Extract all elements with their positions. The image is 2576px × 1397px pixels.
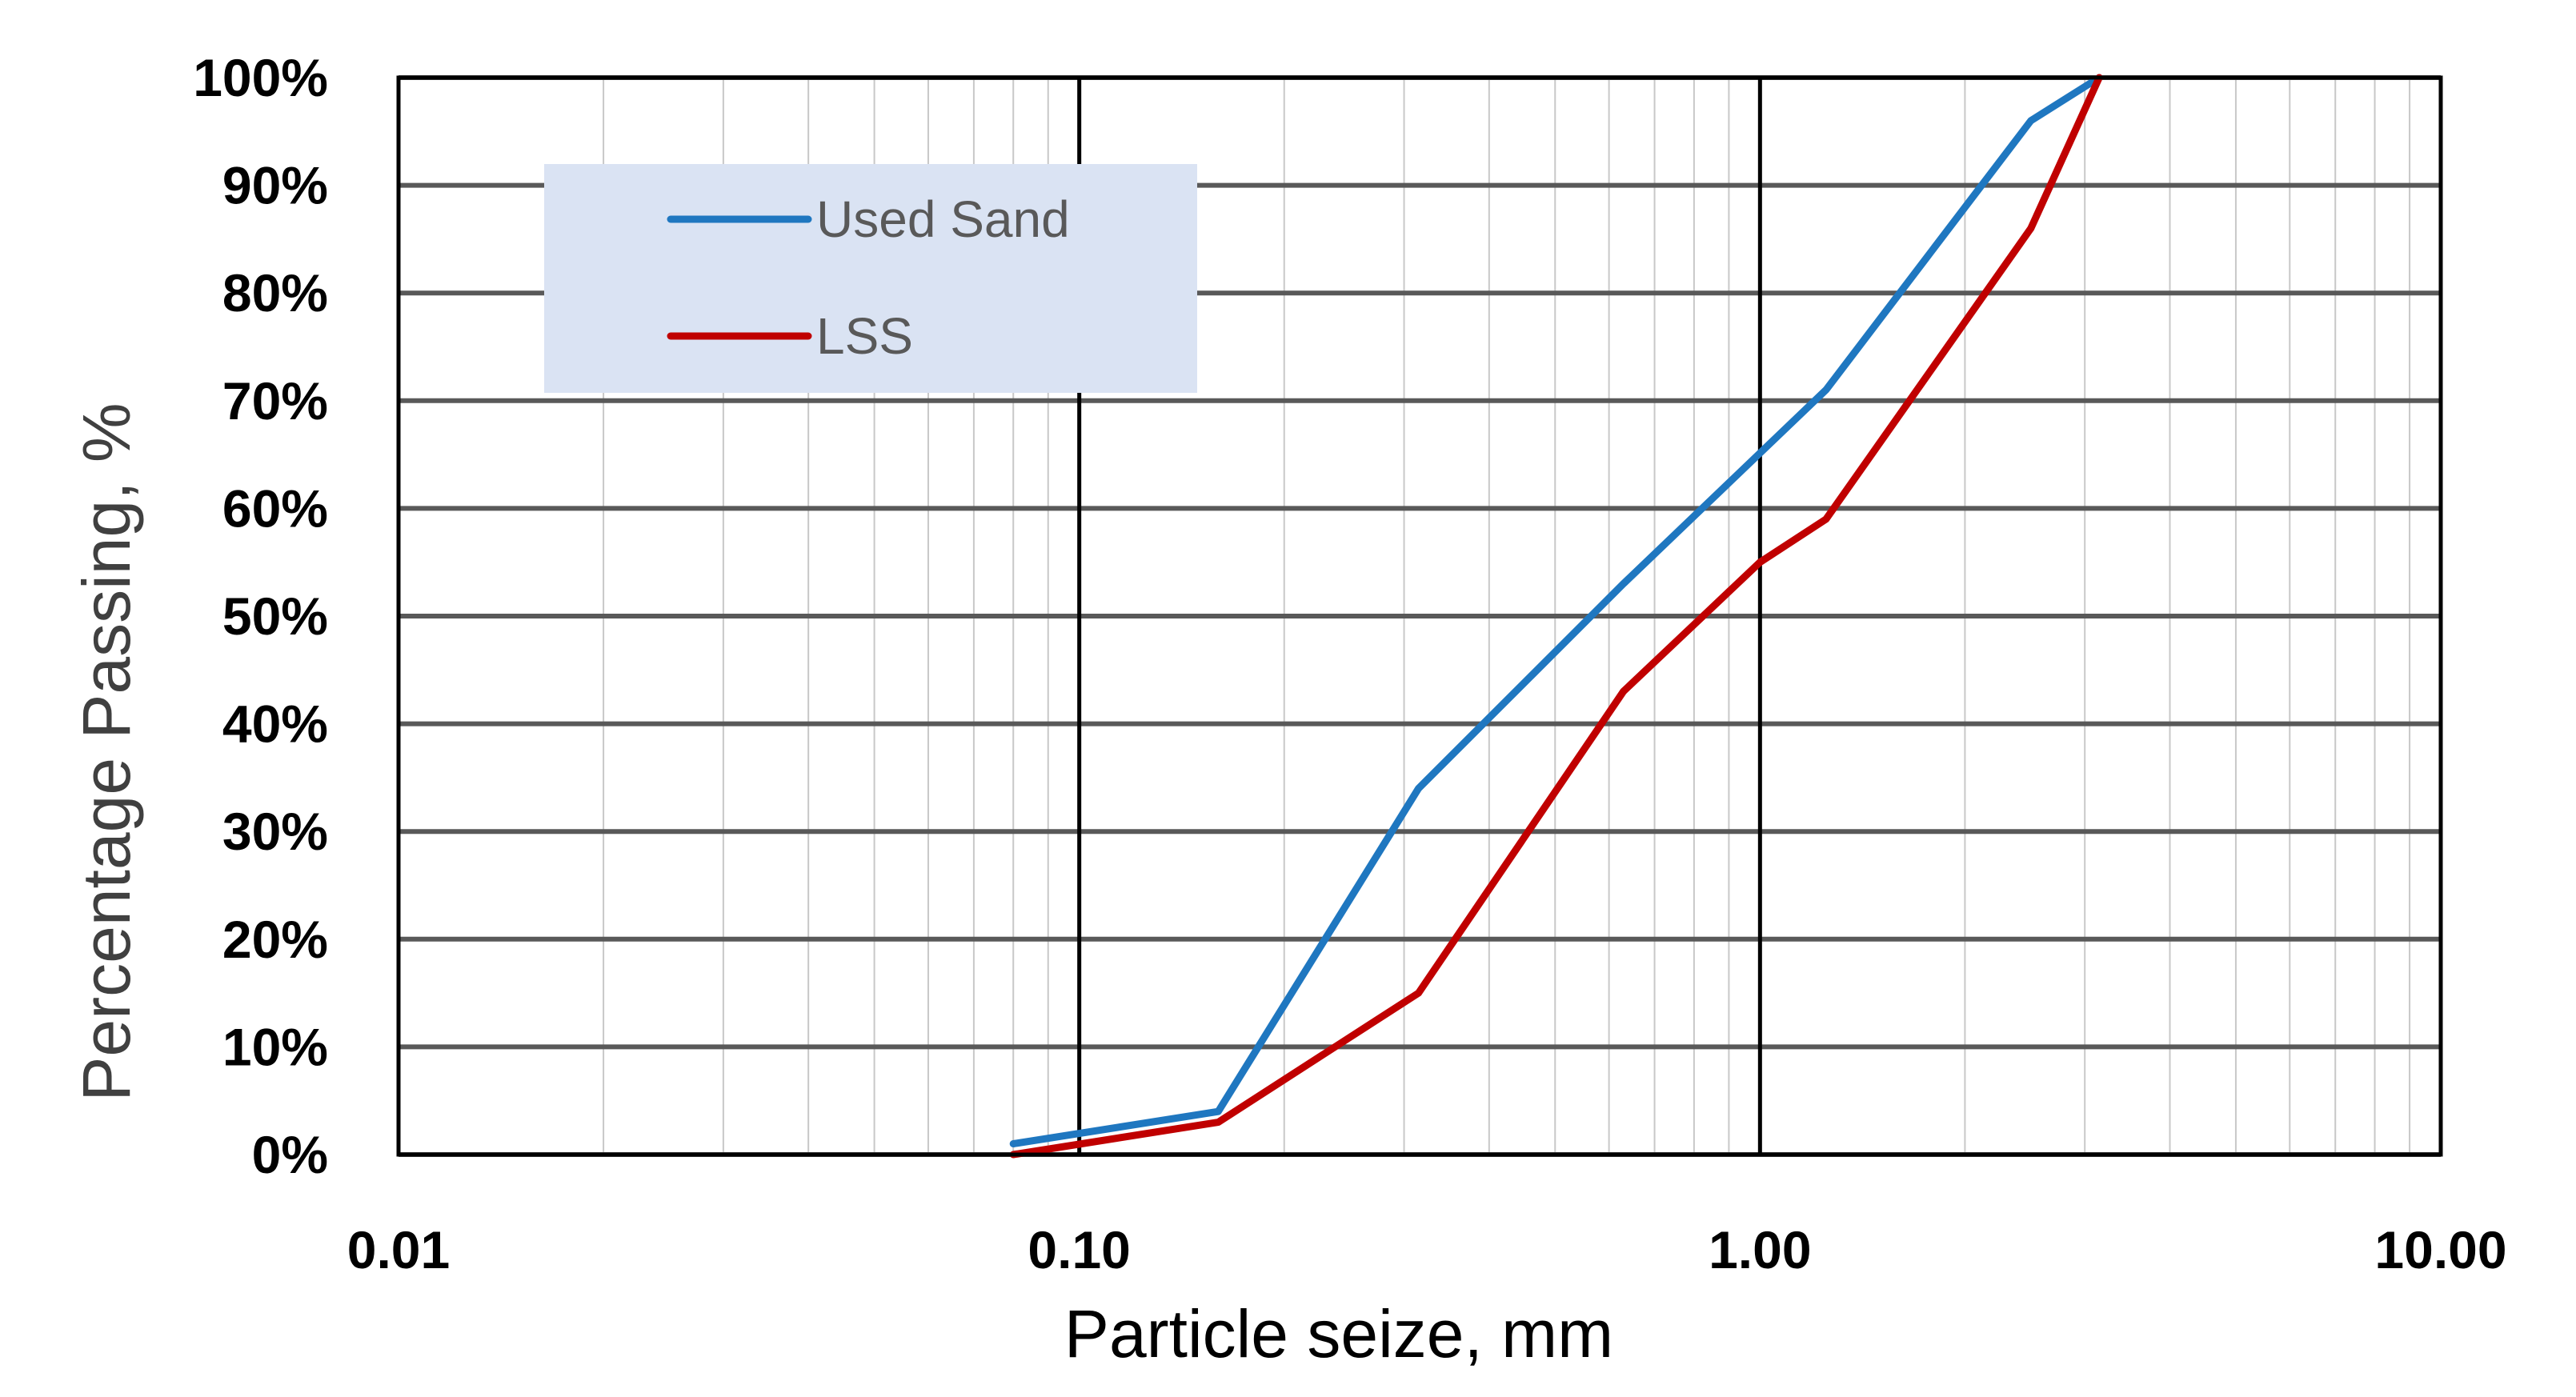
legend: Used Sand LSS	[544, 164, 1197, 393]
legend-label-used-sand: Used Sand	[816, 190, 1070, 248]
x-tick-label: 1.00	[1709, 1220, 1811, 1279]
legend-box	[544, 164, 1197, 393]
y-tick-label: 30%	[222, 802, 328, 861]
x-axis-title: Particle seize, mm	[1064, 1296, 1613, 1371]
y-axis-title: Percentage Passing, %	[69, 402, 144, 1101]
series-line-used-sand	[1009, 74, 2103, 1147]
legend-label-lss: LSS	[816, 307, 913, 365]
y-tick-label: 80%	[222, 263, 328, 322]
series-layer	[1009, 74, 2103, 1159]
y-tick-label: 0%	[252, 1125, 328, 1184]
x-tick-label: 0.01	[347, 1220, 450, 1279]
y-tick-label: 70%	[222, 371, 328, 430]
plot-border	[396, 75, 2443, 1157]
y-tick-label: 90%	[222, 156, 328, 215]
y-tick-label: 100%	[193, 48, 328, 107]
y-tick-label: 20%	[222, 910, 328, 969]
series-line-lss	[1009, 74, 2103, 1159]
y-axis-ticks: 0% 10% 20% 30% 40% 50% 60% 70% 80% 90% 100%	[193, 48, 328, 1184]
y-tick-label: 50%	[222, 586, 328, 646]
y-tick-label: 40%	[222, 694, 328, 754]
y-tick-label: 60%	[222, 478, 328, 538]
x-tick-label: 0.10	[1028, 1220, 1130, 1279]
x-tick-label: 10.00	[2374, 1220, 2506, 1279]
y-tick-label: 10%	[222, 1017, 328, 1076]
x-axis-ticks: 0.01 0.10 1.00 10.00	[347, 1220, 2507, 1279]
